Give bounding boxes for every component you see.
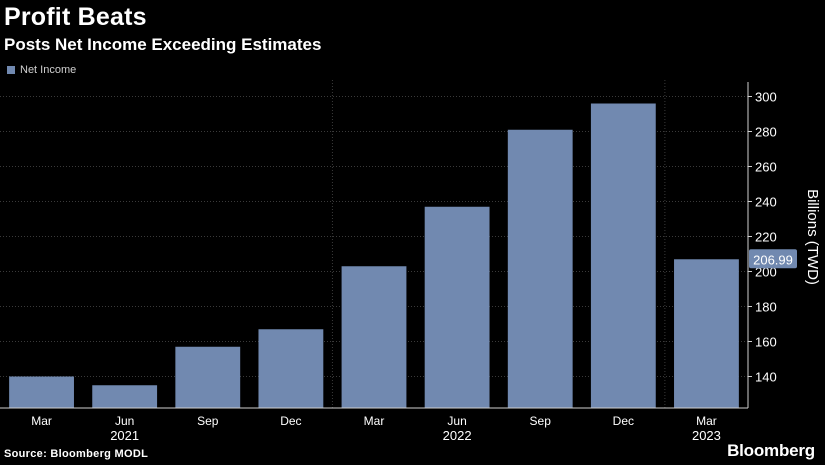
year-label: 2022 [443,428,472,443]
y-axis-title: Billions (TWD) [804,189,821,285]
y-tick-label: 260 [755,160,777,175]
y-tick-label: 240 [755,195,777,210]
bar [424,206,490,408]
bar [674,259,739,408]
chart-subtitle: Posts Net Income Exceeding Estimates [4,35,322,54]
x-tick-label: Mar [364,414,385,428]
x-tick-label: Dec [613,414,634,428]
y-tick-label: 180 [755,300,777,315]
last-value-label: 206.99 [753,252,793,267]
bar [341,266,407,408]
x-tick-label: Jun [447,414,466,428]
source-note: Source: Bloomberg MODL [4,448,149,460]
x-tick-label: Dec [280,414,301,428]
bar [92,385,158,408]
legend: Net Income [7,64,76,76]
y-tick-label: 220 [755,230,777,245]
x-tick-label: Sep [197,414,219,428]
x-tick-label: Sep [530,414,552,428]
y-tick-label: 160 [755,335,777,350]
bar [175,346,241,408]
y-tick-label: 300 [755,90,777,105]
bar [9,376,74,408]
y-tick-label: 280 [755,125,777,140]
x-tick-label: Mar [31,414,52,428]
x-tick-label: Mar [696,414,717,428]
legend-swatch [7,66,15,74]
chart-title: Profit Beats [4,3,147,31]
year-label: 2023 [692,428,721,443]
legend-label: Net Income [20,64,77,76]
y-tick-label: 140 [755,370,777,385]
year-label: 2021 [110,428,139,443]
bloomberg-logo: Bloomberg [727,441,815,460]
x-tick-label: Jun [115,414,134,428]
bar [507,129,573,408]
last-value-box [749,249,797,269]
bar [258,329,324,408]
bar [590,103,656,408]
